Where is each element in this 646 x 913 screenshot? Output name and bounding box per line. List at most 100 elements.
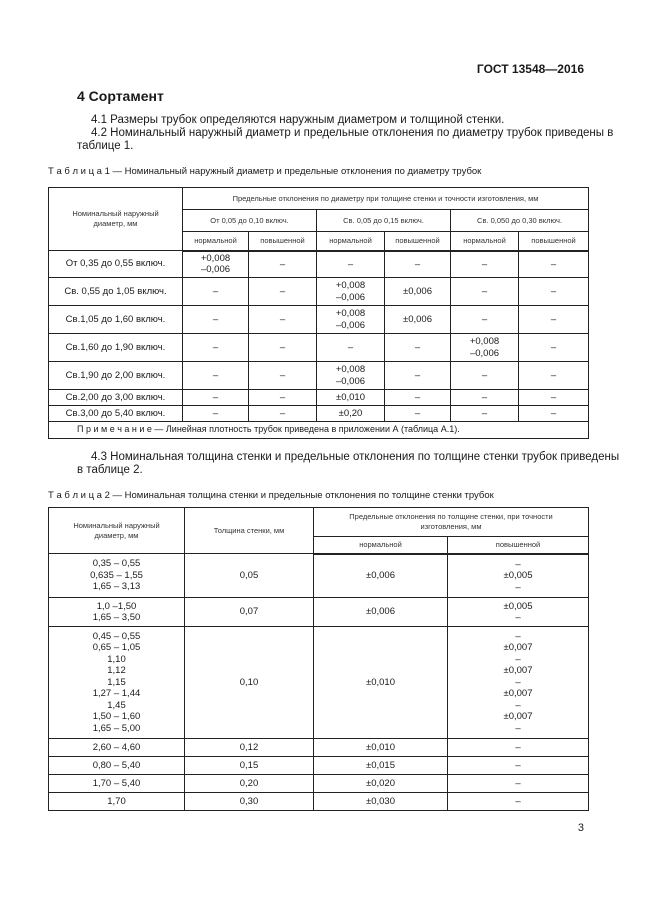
table-row: 0,80 – 5,40 0,15 ±0,015– [48, 756, 590, 775]
tolerance-cell: – [450, 405, 519, 422]
precision-header: нормальной [313, 536, 448, 555]
table-row: Св.3,00 до 5,40 включ. – – ±0,20– – – [48, 405, 590, 422]
tolerance-cell: – [384, 361, 451, 390]
table-row: Св.2,00 до 3,00 включ. – – ±0,010– – – [48, 389, 590, 406]
tolerance-high-cell: – ±0,007 – ±0,007 – ±0,007 – ±0,007 – [446, 626, 590, 739]
tolerance-cell: – [248, 305, 317, 334]
tolerance-cell: – [248, 277, 317, 306]
column-group-header: Предельные отклонения по толщине стенки,… [312, 507, 590, 537]
thickness-cell: 0,12 [184, 738, 314, 757]
diameter-cell: 0,35 – 0,55 0,635 – 1,55 1,65 – 3,13 [48, 553, 185, 598]
tolerance-cell: – [517, 361, 590, 390]
tolerance-cell: – [182, 405, 249, 422]
precision-header: нормальной [316, 231, 385, 252]
tolerance-normal-cell: ±0,006 [313, 553, 448, 598]
thickness-cell: 0,07 [184, 597, 314, 627]
table-row: 0,45 – 0,55 0,65 – 1,05 1,10 1,12 1,15 1… [48, 626, 590, 739]
paragraph-4-3-line2: в таблице 2. [77, 464, 143, 476]
precision-header: нормальной [450, 231, 519, 252]
table-row: 1,70 – 5,40 0,20 ±0,020– [48, 774, 590, 793]
table-row: 0,35 – 0,55 0,635 – 1,55 1,65 – 3,13 0,05… [48, 553, 590, 598]
paragraph-4-3-line1: 4.3 Номинальная толщина стенки и предель… [91, 451, 620, 463]
tolerance-normal-cell: ±0,030 [313, 792, 448, 811]
tolerance-cell: ±0,006 [384, 277, 451, 306]
tolerance-cell: – [450, 389, 519, 406]
tolerance-cell: – [384, 250, 451, 278]
tolerance-normal-cell: ±0,010 [313, 626, 448, 739]
column-group-header: Предельные отклонения по диаметру при то… [181, 187, 590, 210]
table-row: Св. 0,55 до 1,05 включ. – – +0,008 –0,006 ±0… [48, 277, 590, 306]
column-header-diameter: Номинальный наружный диаметр, мм [48, 187, 183, 251]
tolerance-cell: – [517, 389, 590, 406]
diameter-cell: Св. 0,55 до 1,05 включ. [48, 277, 183, 306]
tolerance-cell: – [384, 405, 451, 422]
table-row: 1,0 –1,50 1,65 – 3,50 0,07 ±0,006 ±0,005 – [48, 597, 590, 627]
tolerance-cell: – [517, 277, 590, 306]
tolerance-high-cell: – [446, 774, 590, 793]
table-row: Св.1,05 до 1,60 включ. – – +0,008 –0,006 ±0,… [48, 305, 590, 334]
diameter-cell: 1,0 –1,50 1,65 – 3,50 [48, 597, 185, 627]
table-note: П р и м е ч а н и е — Линейная плотность… [47, 421, 590, 439]
thickness-cell: 0,10 [184, 626, 314, 739]
tolerance-cell: +0,008 –0,006 [450, 333, 519, 362]
tolerance-cell: +0,008 –0,006 [316, 277, 385, 306]
tolerance-cell: +0,008 –0,006 [316, 305, 385, 334]
precision-header: повышенной [517, 231, 590, 252]
tolerance-cell: – [450, 361, 519, 390]
tolerance-cell: ±0,010 [316, 389, 385, 406]
table2-caption: Т а б л и ц а 2 — Номинальная толщина ст… [48, 490, 494, 501]
paragraph-4-2-line2: таблице 1. [77, 140, 134, 152]
tolerance-high-cell: ±0,005 – [446, 597, 590, 627]
tolerance-cell: – [248, 389, 317, 406]
tolerance-normal-cell: ±0,010 [313, 738, 448, 757]
thickness-cell: 0,20 [184, 774, 314, 793]
tolerance-cell: – [450, 305, 519, 334]
diameter-cell: 1,70 [48, 792, 185, 811]
tolerance-cell: – [517, 333, 590, 362]
tolerance-cell: – [182, 305, 249, 334]
diameter-cell: 0,80 – 5,40 [48, 756, 185, 775]
tolerance-cell: – [316, 250, 385, 278]
tolerance-cell: – [450, 277, 519, 306]
wall-thickness-header: От 0,05 до 0,10 включ. [182, 209, 317, 232]
diameter-cell: 0,45 – 0,55 0,65 – 1,05 1,10 1,12 1,15 1… [48, 626, 185, 739]
column-header-diameter: Номинальный наружный диаметр, мм [48, 507, 185, 554]
tolerance-high-cell: – ±0,005 – [446, 553, 590, 598]
tolerance-cell: +0,008 –0,006 [182, 250, 249, 278]
tolerance-cell: – [182, 361, 249, 390]
precision-header: нормальной [182, 231, 249, 252]
table-row: Св.1,90 до 2,00 включ. – – +0,008 –0,006– – – [48, 361, 590, 390]
table-row: От 0,35 до 0,55 включ. +0,008 –0,006– – – – – [48, 250, 590, 278]
diameter-cell: Св.3,00 до 5,40 включ. [48, 405, 183, 422]
tolerance-cell: – [248, 333, 317, 362]
tolerance-cell: – [248, 361, 317, 390]
tolerance-normal-cell: ±0,015 [313, 756, 448, 775]
tolerance-cell: – [517, 250, 590, 278]
tolerance-cell: ±0,006 [384, 305, 451, 334]
wall-thickness-header: Св. 0,05 до 0,15 включ. [316, 209, 451, 232]
section-title: 4 Сортамент [77, 88, 164, 104]
tolerance-cell: – [248, 250, 317, 278]
diameter-cell: Св.1,60 до 1,90 включ. [48, 333, 183, 362]
document-id: ГОСТ 13548—2016 [476, 62, 584, 76]
diameter-cell: 1,70 – 5,40 [48, 774, 185, 793]
diameter-cell: Св.1,90 до 2,00 включ. [48, 361, 183, 390]
tolerance-cell: +0,008 –0,006 [316, 361, 385, 390]
table1-caption: Т а б л и ц а 1 — Номинальный наружный д… [48, 166, 482, 177]
paragraph-4-1: 4.1 Размеры трубок определяются наружным… [91, 114, 505, 126]
header-row: Номинальный наружный диаметр, мм Толщина … [48, 507, 590, 554]
tolerance-cell: – [182, 333, 249, 362]
column-header-thickness: Толщина стенки, мм [184, 507, 314, 554]
tolerance-cell: – [248, 405, 317, 422]
table-row: Св.1,60 до 1,90 включ. – – – – +0,008 –0,006– [48, 333, 590, 362]
table-2: Номинальный наружный диаметр, мм Толщина … [48, 507, 590, 811]
page-number: 3 [577, 822, 584, 834]
diameter-cell: Св.1,05 до 1,60 включ. [48, 305, 183, 334]
tolerance-high-cell: – [446, 738, 590, 757]
tolerance-normal-cell: ±0,006 [313, 597, 448, 627]
tolerance-high-cell: – [446, 756, 590, 775]
paragraph-4-2-line1: 4.2 Номинальный наружный диаметр и преде… [91, 127, 614, 139]
tolerance-normal-cell: ±0,020 [313, 774, 448, 793]
diameter-cell: От 0,35 до 0,55 включ. [48, 250, 183, 278]
table-row: 2,60 – 4,60 0,12 ±0,010– [48, 738, 590, 757]
